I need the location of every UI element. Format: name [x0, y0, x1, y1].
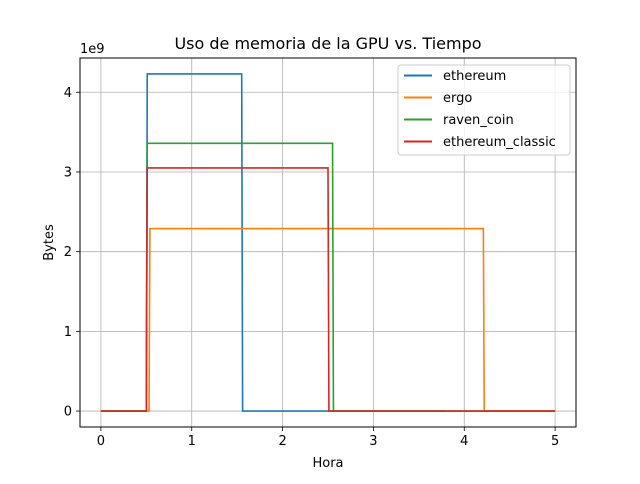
y-tick-label: 4 [64, 86, 72, 101]
y-tick-label: 3 [64, 165, 72, 180]
legend-label: ergo [443, 91, 472, 106]
y-axis-offset-text: 1e9 [80, 42, 105, 57]
tick-layer: 0 1 2 3 4 5 0 1 2 3 4 [64, 86, 560, 449]
axes-frame [79, 57, 577, 428]
legend-label: ethereum [443, 69, 506, 84]
legend-label: raven_coin [443, 113, 514, 128]
x-tick-label: 0 [97, 434, 105, 449]
x-tick-label: 5 [551, 434, 559, 449]
y-axis-label: Bytes [42, 224, 57, 261]
x-tick-label: 1 [188, 434, 196, 449]
x-tick-label: 2 [278, 434, 286, 449]
series-line-ethereum-classic [100, 167, 556, 412]
x-tick-label: 3 [369, 434, 377, 449]
x-axis-label: Hora [312, 456, 343, 471]
x-tick-label: 4 [460, 434, 468, 449]
legend: ethereum ergo raven_coin ethereum_classic [397, 64, 571, 156]
y-tick-label: 2 [64, 245, 72, 260]
chart-title: Uso de memoria de la GPU vs. Tiempo [174, 34, 481, 53]
series-layer [100, 73, 556, 412]
legend-box [397, 64, 571, 156]
y-tick-label: 0 [64, 405, 72, 420]
y-tick-label: 1 [64, 325, 72, 340]
legend-label: ethereum_classic [443, 135, 556, 150]
